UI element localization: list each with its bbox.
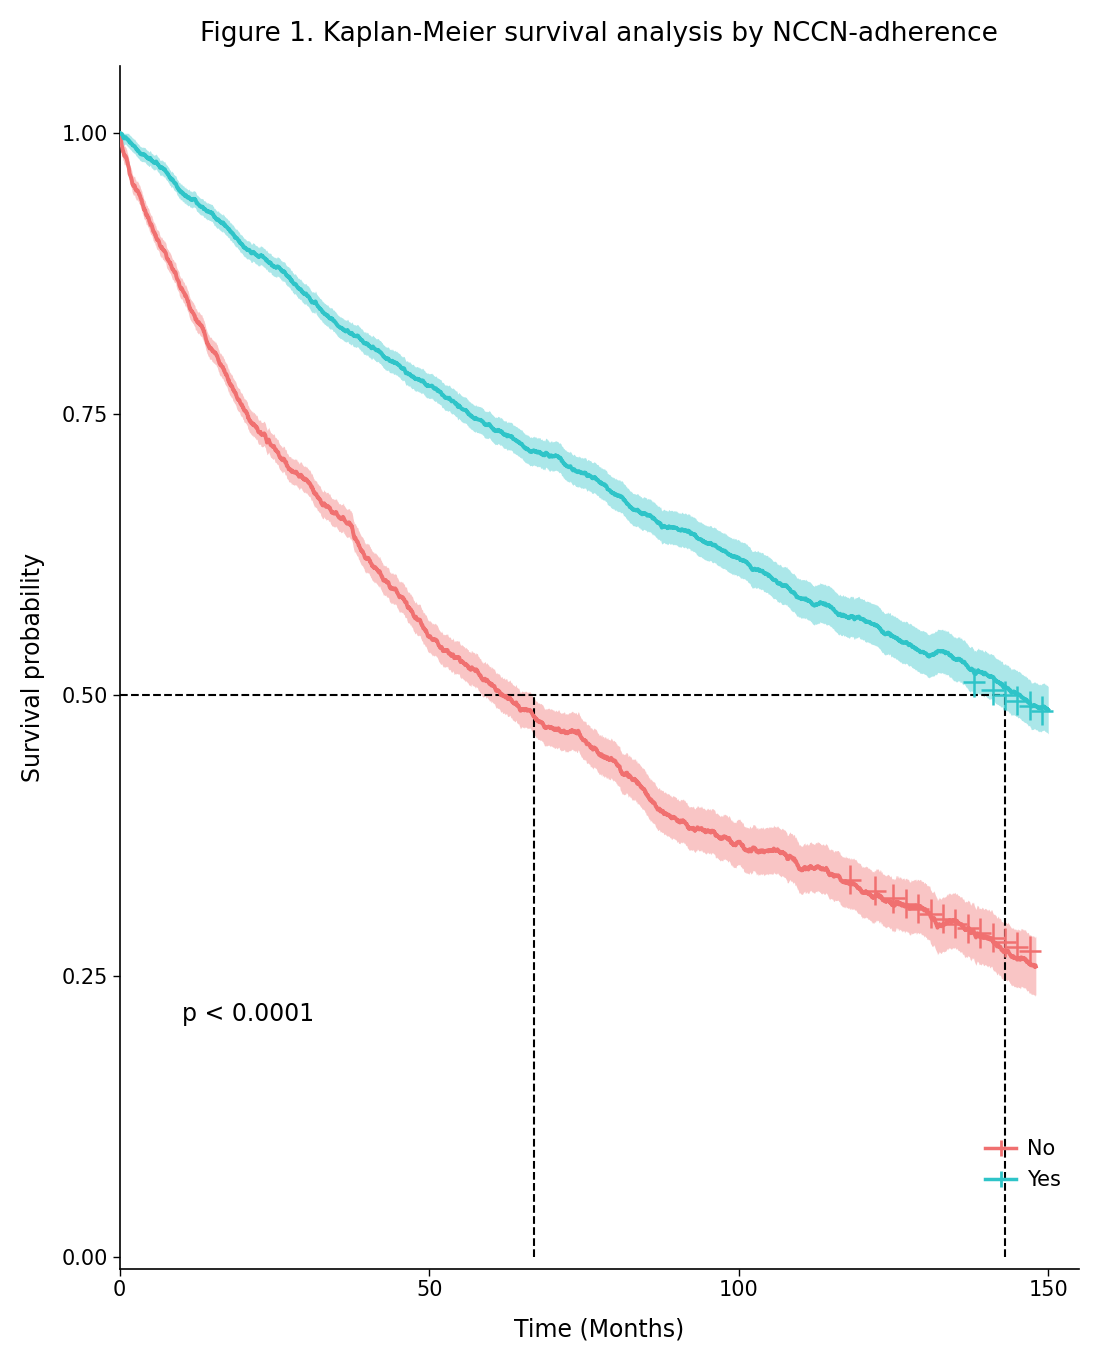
Y-axis label: Survival probability: Survival probability	[21, 553, 45, 782]
Text: p < 0.0001: p < 0.0001	[182, 1002, 314, 1027]
Legend: No, Yes: No, Yes	[977, 1130, 1069, 1199]
X-axis label: Time (Months): Time (Months)	[515, 1317, 684, 1342]
Title: Figure 1. Kaplan-Meier survival analysis by NCCN-adherence: Figure 1. Kaplan-Meier survival analysis…	[200, 20, 999, 46]
